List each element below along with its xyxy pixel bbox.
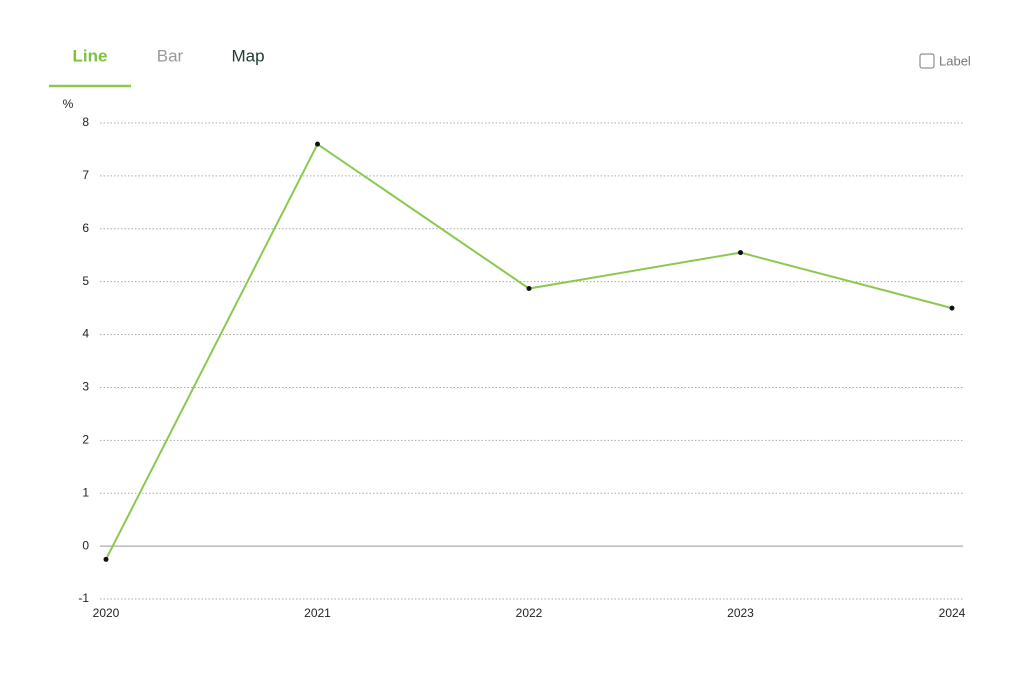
x-tick-label: 2022 bbox=[516, 606, 543, 620]
x-tick-label: 2020 bbox=[93, 606, 120, 620]
y-tick-label: 1 bbox=[82, 485, 89, 499]
x-tick-label: 2024 bbox=[939, 606, 966, 620]
line-series bbox=[105, 142, 953, 560]
checkbox-label[interactable]: Label bbox=[939, 53, 971, 68]
data-point bbox=[315, 141, 320, 147]
data-point bbox=[738, 250, 743, 256]
tab-bar[interactable]: Bar bbox=[157, 46, 184, 65]
tab-map[interactable]: Map bbox=[231, 46, 264, 65]
y-tick-label: 6 bbox=[82, 221, 89, 235]
x-tick-label: 2023 bbox=[727, 606, 754, 620]
label-checkbox[interactable] bbox=[919, 53, 935, 69]
x-tick-label: 2021 bbox=[304, 606, 331, 620]
y-tick-label: 2 bbox=[82, 433, 89, 447]
data-point bbox=[949, 305, 955, 311]
y-tick-label: 0 bbox=[82, 538, 89, 552]
y-tick-label: 7 bbox=[82, 168, 89, 182]
y-tick-label: -1 bbox=[78, 591, 89, 605]
y-tick-label: 4 bbox=[82, 327, 89, 341]
tab-line[interactable]: Line bbox=[73, 46, 108, 65]
y-tick-label: 3 bbox=[82, 380, 89, 394]
data-point bbox=[526, 286, 532, 292]
y-tick-label: 5 bbox=[82, 274, 89, 288]
y-axis-unit: % bbox=[63, 97, 74, 111]
y-tick-label: 8 bbox=[82, 115, 89, 129]
data-point bbox=[103, 556, 109, 562]
